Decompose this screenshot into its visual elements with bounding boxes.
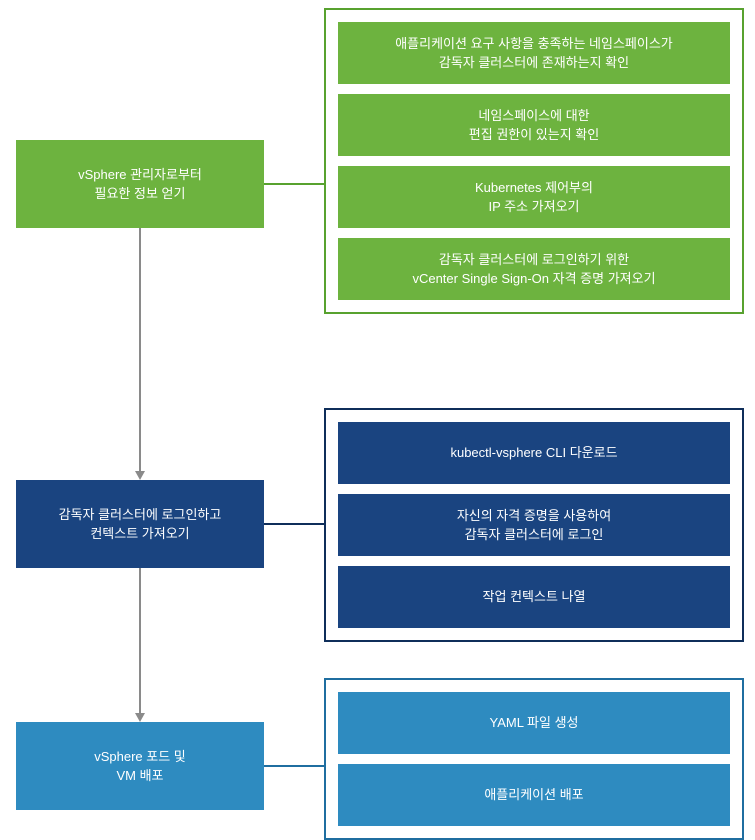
arrowhead-1 <box>135 713 145 722</box>
detail-label: 애플리케이션 요구 사항을 충족하는 네임스페이스가감독자 클러스터에 존재하는… <box>395 34 673 73</box>
detail-box-s2-0: kubectl-vsphere CLI 다운로드 <box>338 422 730 484</box>
detail-label: Kubernetes 제어부의IP 주소 가져오기 <box>475 178 593 217</box>
detail-box-s1-2: Kubernetes 제어부의IP 주소 가져오기 <box>338 166 730 228</box>
main-box-s2: 감독자 클러스터에 로그인하고컨텍스트 가져오기 <box>16 480 264 568</box>
detail-label: 애플리케이션 배포 <box>484 785 583 805</box>
detail-box-s2-1: 자신의 자격 증명을 사용하여감독자 클러스터에 로그인 <box>338 494 730 556</box>
main-label: 감독자 클러스터에 로그인하고컨텍스트 가져오기 <box>59 505 222 544</box>
detail-label: 감독자 클러스터에 로그인하기 위한vCenter Single Sign-On… <box>412 250 655 289</box>
detail-label: 작업 컨텍스트 나열 <box>483 587 586 607</box>
connector-v-1 <box>139 568 141 714</box>
main-label: vSphere 관리자로부터필요한 정보 얻기 <box>78 165 202 204</box>
main-box-s1: vSphere 관리자로부터필요한 정보 얻기 <box>16 140 264 228</box>
detail-box-s2-2: 작업 컨텍스트 나열 <box>338 566 730 628</box>
connector-h-s2 <box>264 523 324 525</box>
detail-box-s3-1: 애플리케이션 배포 <box>338 764 730 826</box>
detail-box-s1-1: 네임스페이스에 대한편집 권한이 있는지 확인 <box>338 94 730 156</box>
detail-label: kubectl-vsphere CLI 다운로드 <box>450 443 617 463</box>
connector-h-s3 <box>264 765 324 767</box>
detail-label: YAML 파일 생성 <box>489 713 578 733</box>
connector-v-0 <box>139 228 141 472</box>
main-box-s3: vSphere 포드 및VM 배포 <box>16 722 264 810</box>
detail-box-s1-3: 감독자 클러스터에 로그인하기 위한vCenter Single Sign-On… <box>338 238 730 300</box>
detail-label: 자신의 자격 증명을 사용하여감독자 클러스터에 로그인 <box>457 506 611 545</box>
main-label: vSphere 포드 및VM 배포 <box>94 747 186 786</box>
detail-label: 네임스페이스에 대한편집 권한이 있는지 확인 <box>469 106 599 145</box>
arrowhead-0 <box>135 471 145 480</box>
connector-h-s1 <box>264 183 324 185</box>
detail-box-s3-0: YAML 파일 생성 <box>338 692 730 754</box>
detail-box-s1-0: 애플리케이션 요구 사항을 충족하는 네임스페이스가감독자 클러스터에 존재하는… <box>338 22 730 84</box>
